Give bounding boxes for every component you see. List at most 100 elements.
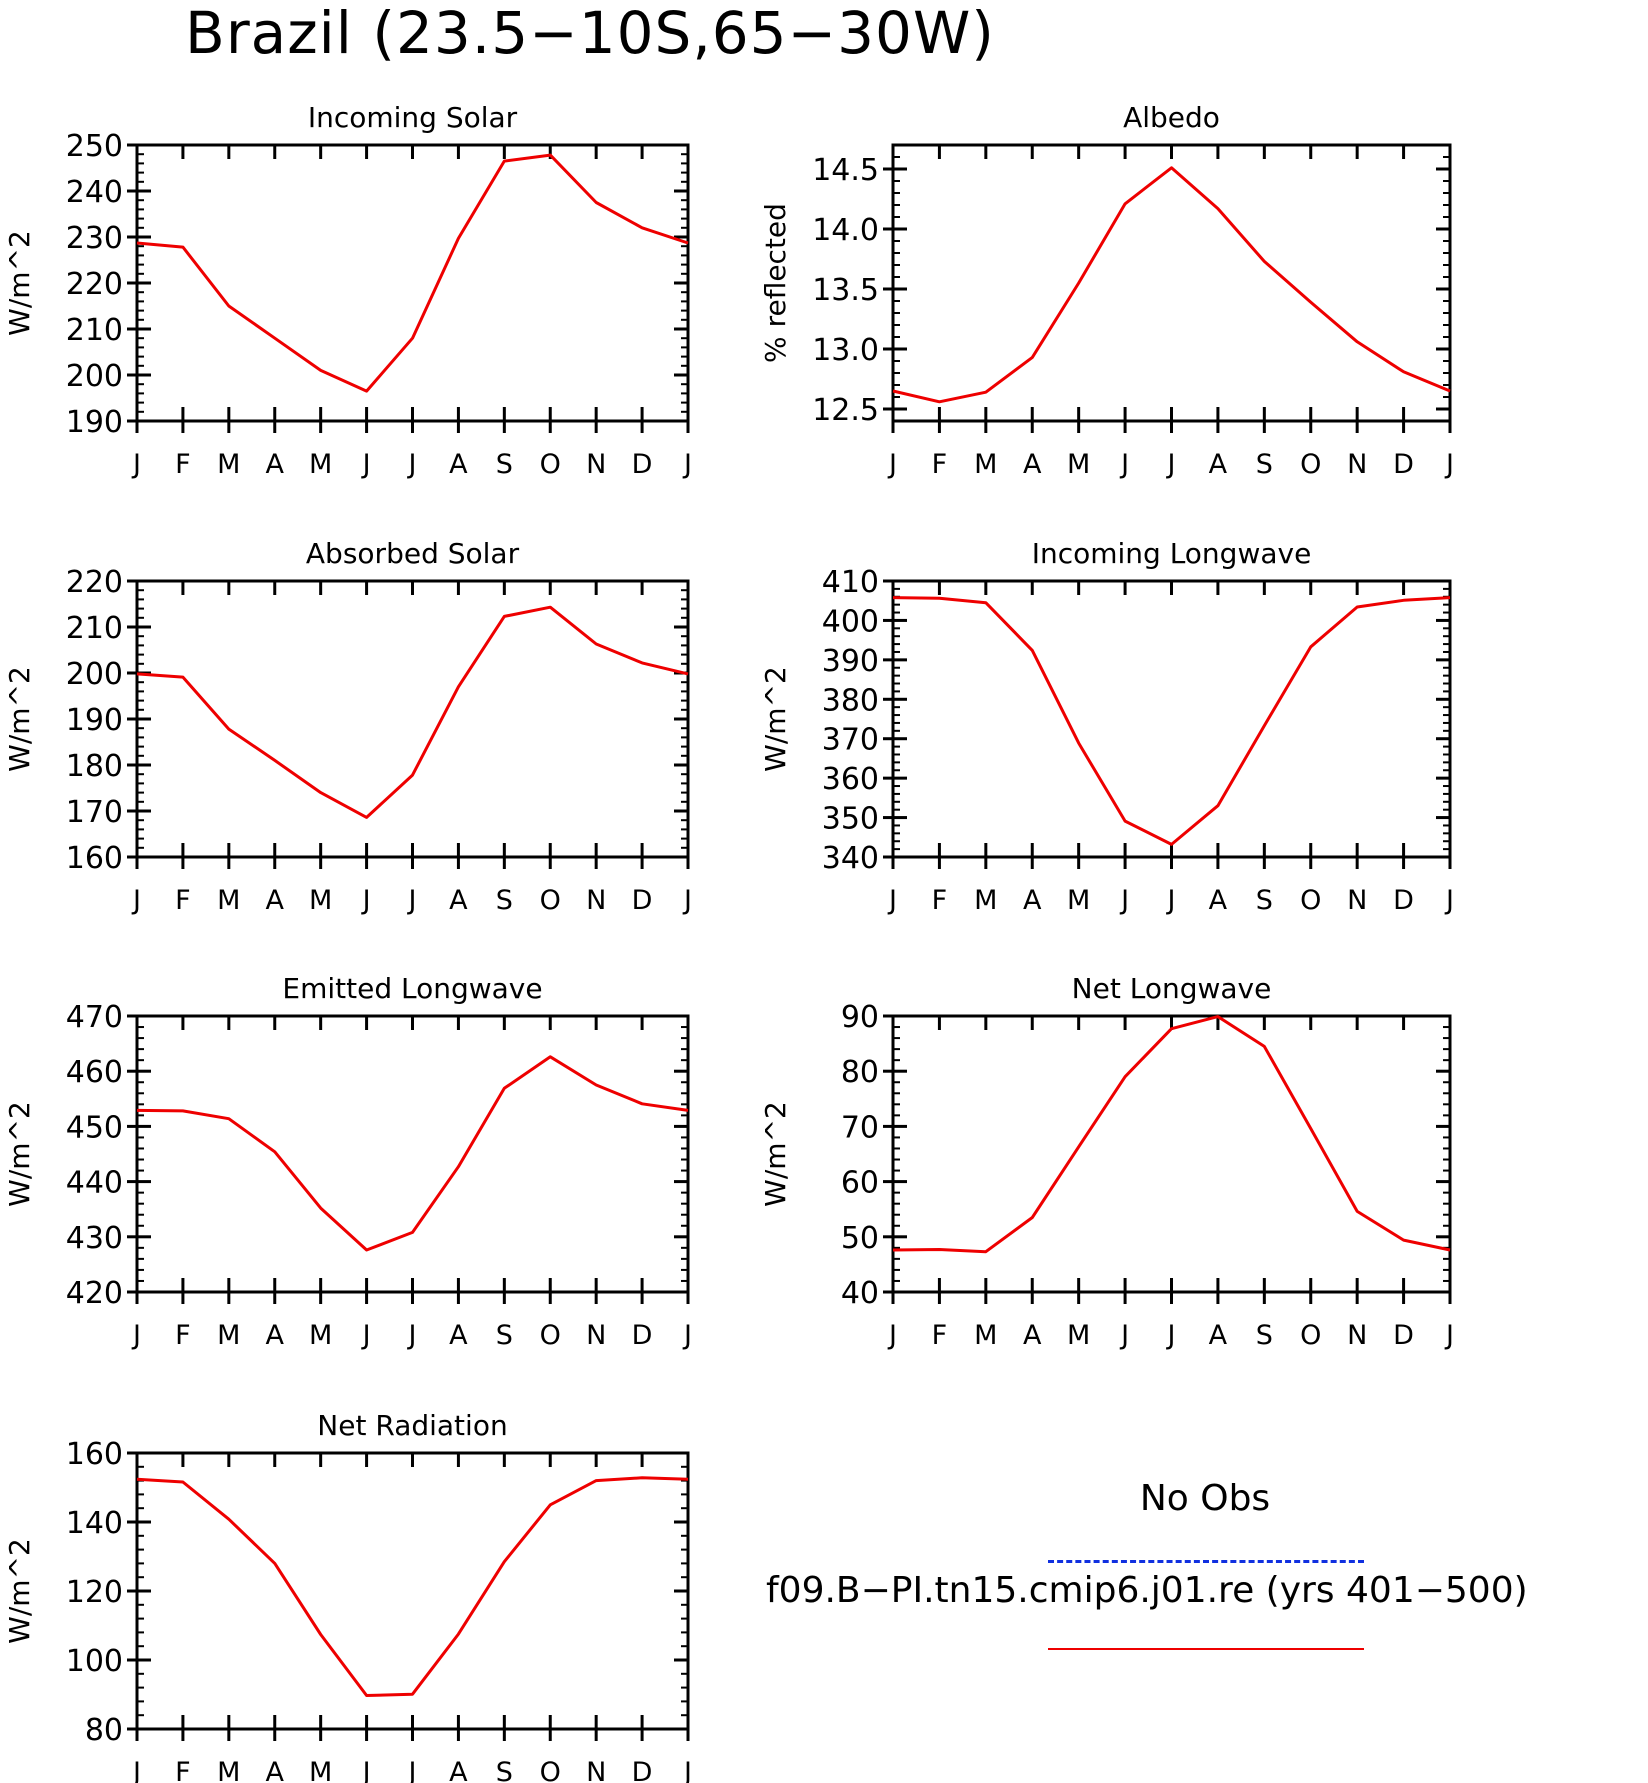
y-tick-label: 220 bbox=[66, 565, 123, 600]
y-axis-label: W/m^2 bbox=[759, 1101, 792, 1207]
y-tick-label: 190 bbox=[66, 703, 123, 738]
x-tick-label: J bbox=[407, 449, 417, 480]
x-tick-label: J bbox=[1166, 449, 1176, 480]
y-tick-label: 14.5 bbox=[812, 153, 879, 188]
y-tick-label: 370 bbox=[822, 723, 879, 758]
x-tick-label: D bbox=[1393, 449, 1414, 480]
x-tick-label: A bbox=[1023, 449, 1042, 480]
x-tick-label: M bbox=[1067, 449, 1090, 480]
chart-panel-1: J F M A M J J A S O N D J14.514.013.513.012.5Albedo%… bbox=[759, 101, 1454, 480]
x-tick-label: J bbox=[361, 449, 371, 480]
series-line-0 bbox=[136, 605, 689, 819]
x-tick-label: D bbox=[632, 885, 653, 916]
x-tick-label: J bbox=[682, 449, 692, 480]
x-tick-label: M bbox=[974, 449, 997, 480]
x-tick-label: F bbox=[175, 449, 191, 480]
x-tick-label: O bbox=[1300, 1320, 1321, 1351]
x-tick-label: S bbox=[496, 449, 513, 480]
x-tick-label: J bbox=[887, 449, 897, 480]
x-tick-label: O bbox=[540, 1320, 561, 1351]
x-tick-label: O bbox=[540, 449, 561, 480]
x-tick-label: J bbox=[1166, 885, 1176, 916]
x-tick-label: D bbox=[1393, 1320, 1414, 1351]
x-tick-label: J bbox=[361, 1757, 371, 1783]
x-tick-label: M bbox=[217, 1757, 240, 1783]
series-line-0 bbox=[892, 596, 1451, 846]
y-tick-label: 380 bbox=[822, 683, 879, 718]
x-tick-label: D bbox=[632, 449, 653, 480]
x-tick-label: M bbox=[309, 1757, 332, 1783]
panel-title: Net Radiation bbox=[317, 1409, 507, 1442]
legend-model-line bbox=[1048, 1648, 1364, 1650]
x-tick-label: S bbox=[496, 1320, 513, 1351]
plot-frame bbox=[891, 579, 1452, 859]
x-tick-label: D bbox=[632, 1757, 653, 1783]
x-tick-label: A bbox=[266, 885, 285, 916]
x-tick-label: J bbox=[1119, 885, 1129, 916]
x-tick-label: J bbox=[887, 1320, 897, 1351]
y-axis-label: W/m^2 bbox=[3, 1101, 36, 1207]
y-tick-label: 220 bbox=[66, 267, 123, 302]
plot-frame bbox=[135, 1014, 690, 1294]
x-tick-label: A bbox=[449, 1320, 468, 1351]
panel-title: Albedo bbox=[1123, 101, 1220, 134]
y-tick-label: 420 bbox=[66, 1276, 123, 1311]
x-tick-label: N bbox=[586, 1757, 606, 1783]
series-line-0 bbox=[892, 1015, 1451, 1254]
y-tick-label: 160 bbox=[66, 1437, 123, 1472]
x-tick-label: S bbox=[1256, 1320, 1273, 1351]
plot-frame bbox=[135, 1451, 690, 1731]
y-tick-label: 210 bbox=[66, 313, 123, 348]
x-tick-label: N bbox=[1347, 885, 1367, 916]
x-tick-label: D bbox=[632, 1320, 653, 1351]
x-tick-label: J bbox=[682, 1320, 692, 1351]
x-tick-label: N bbox=[586, 1320, 606, 1351]
x-tick-label: A bbox=[1209, 885, 1228, 916]
x-tick-label: M bbox=[1067, 1320, 1090, 1351]
y-tick-label: 90 bbox=[841, 1000, 879, 1035]
x-tick-label: J bbox=[361, 885, 371, 916]
y-tick-label: 50 bbox=[841, 1221, 879, 1256]
y-tick-label: 200 bbox=[66, 359, 123, 394]
x-tick-label: J bbox=[407, 1757, 417, 1783]
plot-frame bbox=[891, 143, 1452, 423]
y-tick-label: 450 bbox=[66, 1110, 123, 1145]
x-tick-label: J bbox=[131, 1757, 141, 1783]
y-tick-label: 180 bbox=[66, 749, 123, 784]
y-tick-label: 14.0 bbox=[812, 213, 879, 248]
x-tick-label: J bbox=[131, 1320, 141, 1351]
x-tick-label: A bbox=[449, 449, 468, 480]
x-tick-label: M bbox=[1067, 885, 1090, 916]
legend-model-label: f09.B−PI.tn15.cmip6.j01.re (yrs 401−500) bbox=[766, 1570, 1528, 1611]
y-tick-label: 80 bbox=[841, 1055, 879, 1090]
x-tick-label: J bbox=[361, 1320, 371, 1351]
x-tick-label: J bbox=[682, 885, 692, 916]
x-tick-label: O bbox=[540, 1757, 561, 1783]
x-tick-label: J bbox=[1444, 885, 1454, 916]
x-tick-label: F bbox=[932, 449, 948, 480]
y-tick-label: 100 bbox=[66, 1644, 123, 1679]
x-tick-label: A bbox=[449, 1757, 468, 1783]
x-tick-label: M bbox=[309, 1320, 332, 1351]
x-tick-label: J bbox=[1119, 449, 1129, 480]
x-tick-label: S bbox=[496, 1757, 513, 1783]
x-tick-label: J bbox=[407, 885, 417, 916]
x-tick-label: J bbox=[407, 1320, 417, 1351]
x-tick-label: A bbox=[266, 1757, 285, 1783]
y-tick-label: 70 bbox=[841, 1110, 879, 1145]
y-tick-label: 350 bbox=[822, 802, 879, 837]
x-tick-label: A bbox=[266, 1320, 285, 1351]
y-tick-label: 410 bbox=[822, 565, 879, 600]
y-axis-label: W/m^2 bbox=[3, 1538, 36, 1644]
x-tick-label: S bbox=[496, 885, 513, 916]
series-line-0 bbox=[136, 1476, 689, 1697]
panel-title: Incoming Solar bbox=[308, 101, 518, 134]
y-tick-label: 340 bbox=[822, 841, 879, 876]
panel-title: Net Longwave bbox=[1072, 972, 1272, 1005]
x-tick-label: F bbox=[175, 885, 191, 916]
x-tick-label: J bbox=[131, 885, 141, 916]
chart-panel-3: J F M A M J J A S O N D J410400390380370360350340Inc… bbox=[759, 537, 1454, 916]
x-tick-label: S bbox=[1256, 449, 1273, 480]
